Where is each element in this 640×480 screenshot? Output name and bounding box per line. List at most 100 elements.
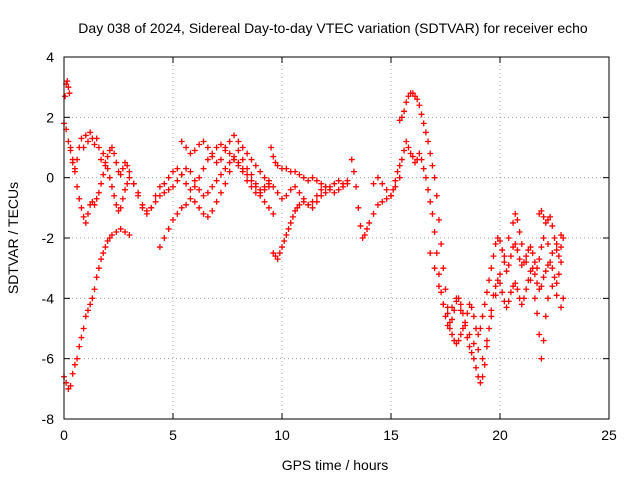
data-point	[427, 150, 434, 157]
data-point	[429, 210, 436, 217]
data-point	[459, 325, 466, 332]
data-point	[505, 298, 512, 305]
data-point	[392, 177, 399, 184]
data-point	[401, 147, 408, 154]
data-point	[69, 370, 76, 377]
data-point	[379, 180, 386, 187]
data-point	[200, 210, 207, 217]
data-point	[438, 241, 445, 248]
data-point	[344, 177, 351, 184]
data-point	[411, 159, 418, 166]
data-point	[87, 129, 94, 136]
data-point	[488, 265, 495, 272]
data-point	[292, 183, 299, 190]
data-point	[396, 174, 403, 181]
data-point	[553, 247, 560, 254]
data-point	[108, 144, 115, 151]
data-point	[549, 250, 556, 257]
data-point	[542, 313, 549, 320]
data-point	[475, 346, 482, 353]
x-tick-labels: 0 5 10 15 20 25	[60, 427, 617, 443]
data-point	[503, 304, 510, 311]
data-point	[91, 141, 98, 148]
data-point	[100, 171, 107, 178]
data-point	[270, 210, 277, 217]
data-point	[440, 301, 447, 308]
data-point	[80, 213, 87, 220]
data-point	[440, 265, 447, 272]
data-point	[309, 204, 316, 211]
series-1	[61, 225, 133, 392]
data-point	[283, 192, 290, 199]
data-point	[108, 183, 115, 190]
data-point	[416, 102, 423, 109]
data-point	[213, 159, 220, 166]
data-point	[183, 165, 190, 172]
data-point	[69, 159, 76, 166]
data-point	[558, 304, 565, 311]
data-point	[340, 180, 347, 187]
data-point	[348, 156, 355, 163]
data-point	[296, 201, 303, 208]
data-point	[213, 144, 220, 151]
data-point	[170, 183, 176, 190]
data-point	[409, 153, 416, 160]
data-point	[80, 325, 87, 332]
data-point	[505, 235, 512, 241]
data-point	[71, 168, 78, 175]
data-point	[531, 271, 538, 278]
data-point	[407, 150, 414, 157]
data-point	[444, 310, 451, 317]
data-point	[200, 165, 207, 172]
data-point	[418, 111, 425, 118]
data-point	[252, 162, 259, 169]
data-point	[418, 156, 425, 163]
data-point	[268, 144, 275, 151]
data-point	[512, 241, 519, 248]
data-point	[492, 241, 499, 248]
x-tick-label: 20	[492, 427, 508, 443]
data-point	[191, 183, 198, 190]
data-point	[165, 174, 172, 181]
data-point	[148, 204, 155, 211]
data-point	[512, 280, 519, 287]
data-point	[115, 207, 122, 214]
data-point	[538, 207, 545, 214]
data-point	[87, 301, 94, 308]
data-point	[213, 198, 220, 205]
data-point	[196, 186, 203, 193]
data-point	[558, 231, 565, 238]
chart-title: Day 038 of 2024, Sidereal Day-to-day VTE…	[78, 20, 588, 36]
data-point	[217, 156, 224, 163]
data-point	[540, 274, 547, 281]
data-point	[540, 235, 547, 241]
data-point	[106, 147, 113, 154]
data-point	[305, 177, 312, 184]
data-point	[91, 201, 98, 208]
data-point	[331, 189, 338, 196]
data-point	[534, 280, 541, 287]
data-point	[370, 180, 377, 187]
data-point	[531, 259, 538, 266]
data-point	[104, 238, 111, 245]
data-point	[178, 204, 185, 211]
data-point	[200, 192, 207, 199]
data-point	[483, 343, 490, 350]
data-point	[335, 177, 342, 184]
data-point	[285, 225, 292, 232]
data-point	[433, 250, 440, 257]
data-point	[547, 213, 554, 220]
data-point	[488, 313, 495, 320]
data-point	[106, 235, 113, 241]
data-point	[453, 295, 460, 302]
data-point	[497, 280, 503, 287]
data-point	[390, 186, 397, 193]
data-point	[226, 168, 233, 175]
data-point	[444, 322, 451, 329]
data-point	[270, 183, 277, 190]
data-point	[98, 256, 105, 263]
data-point	[126, 231, 133, 238]
data-point	[466, 331, 473, 338]
data-point	[335, 186, 342, 193]
data-point	[239, 168, 246, 175]
